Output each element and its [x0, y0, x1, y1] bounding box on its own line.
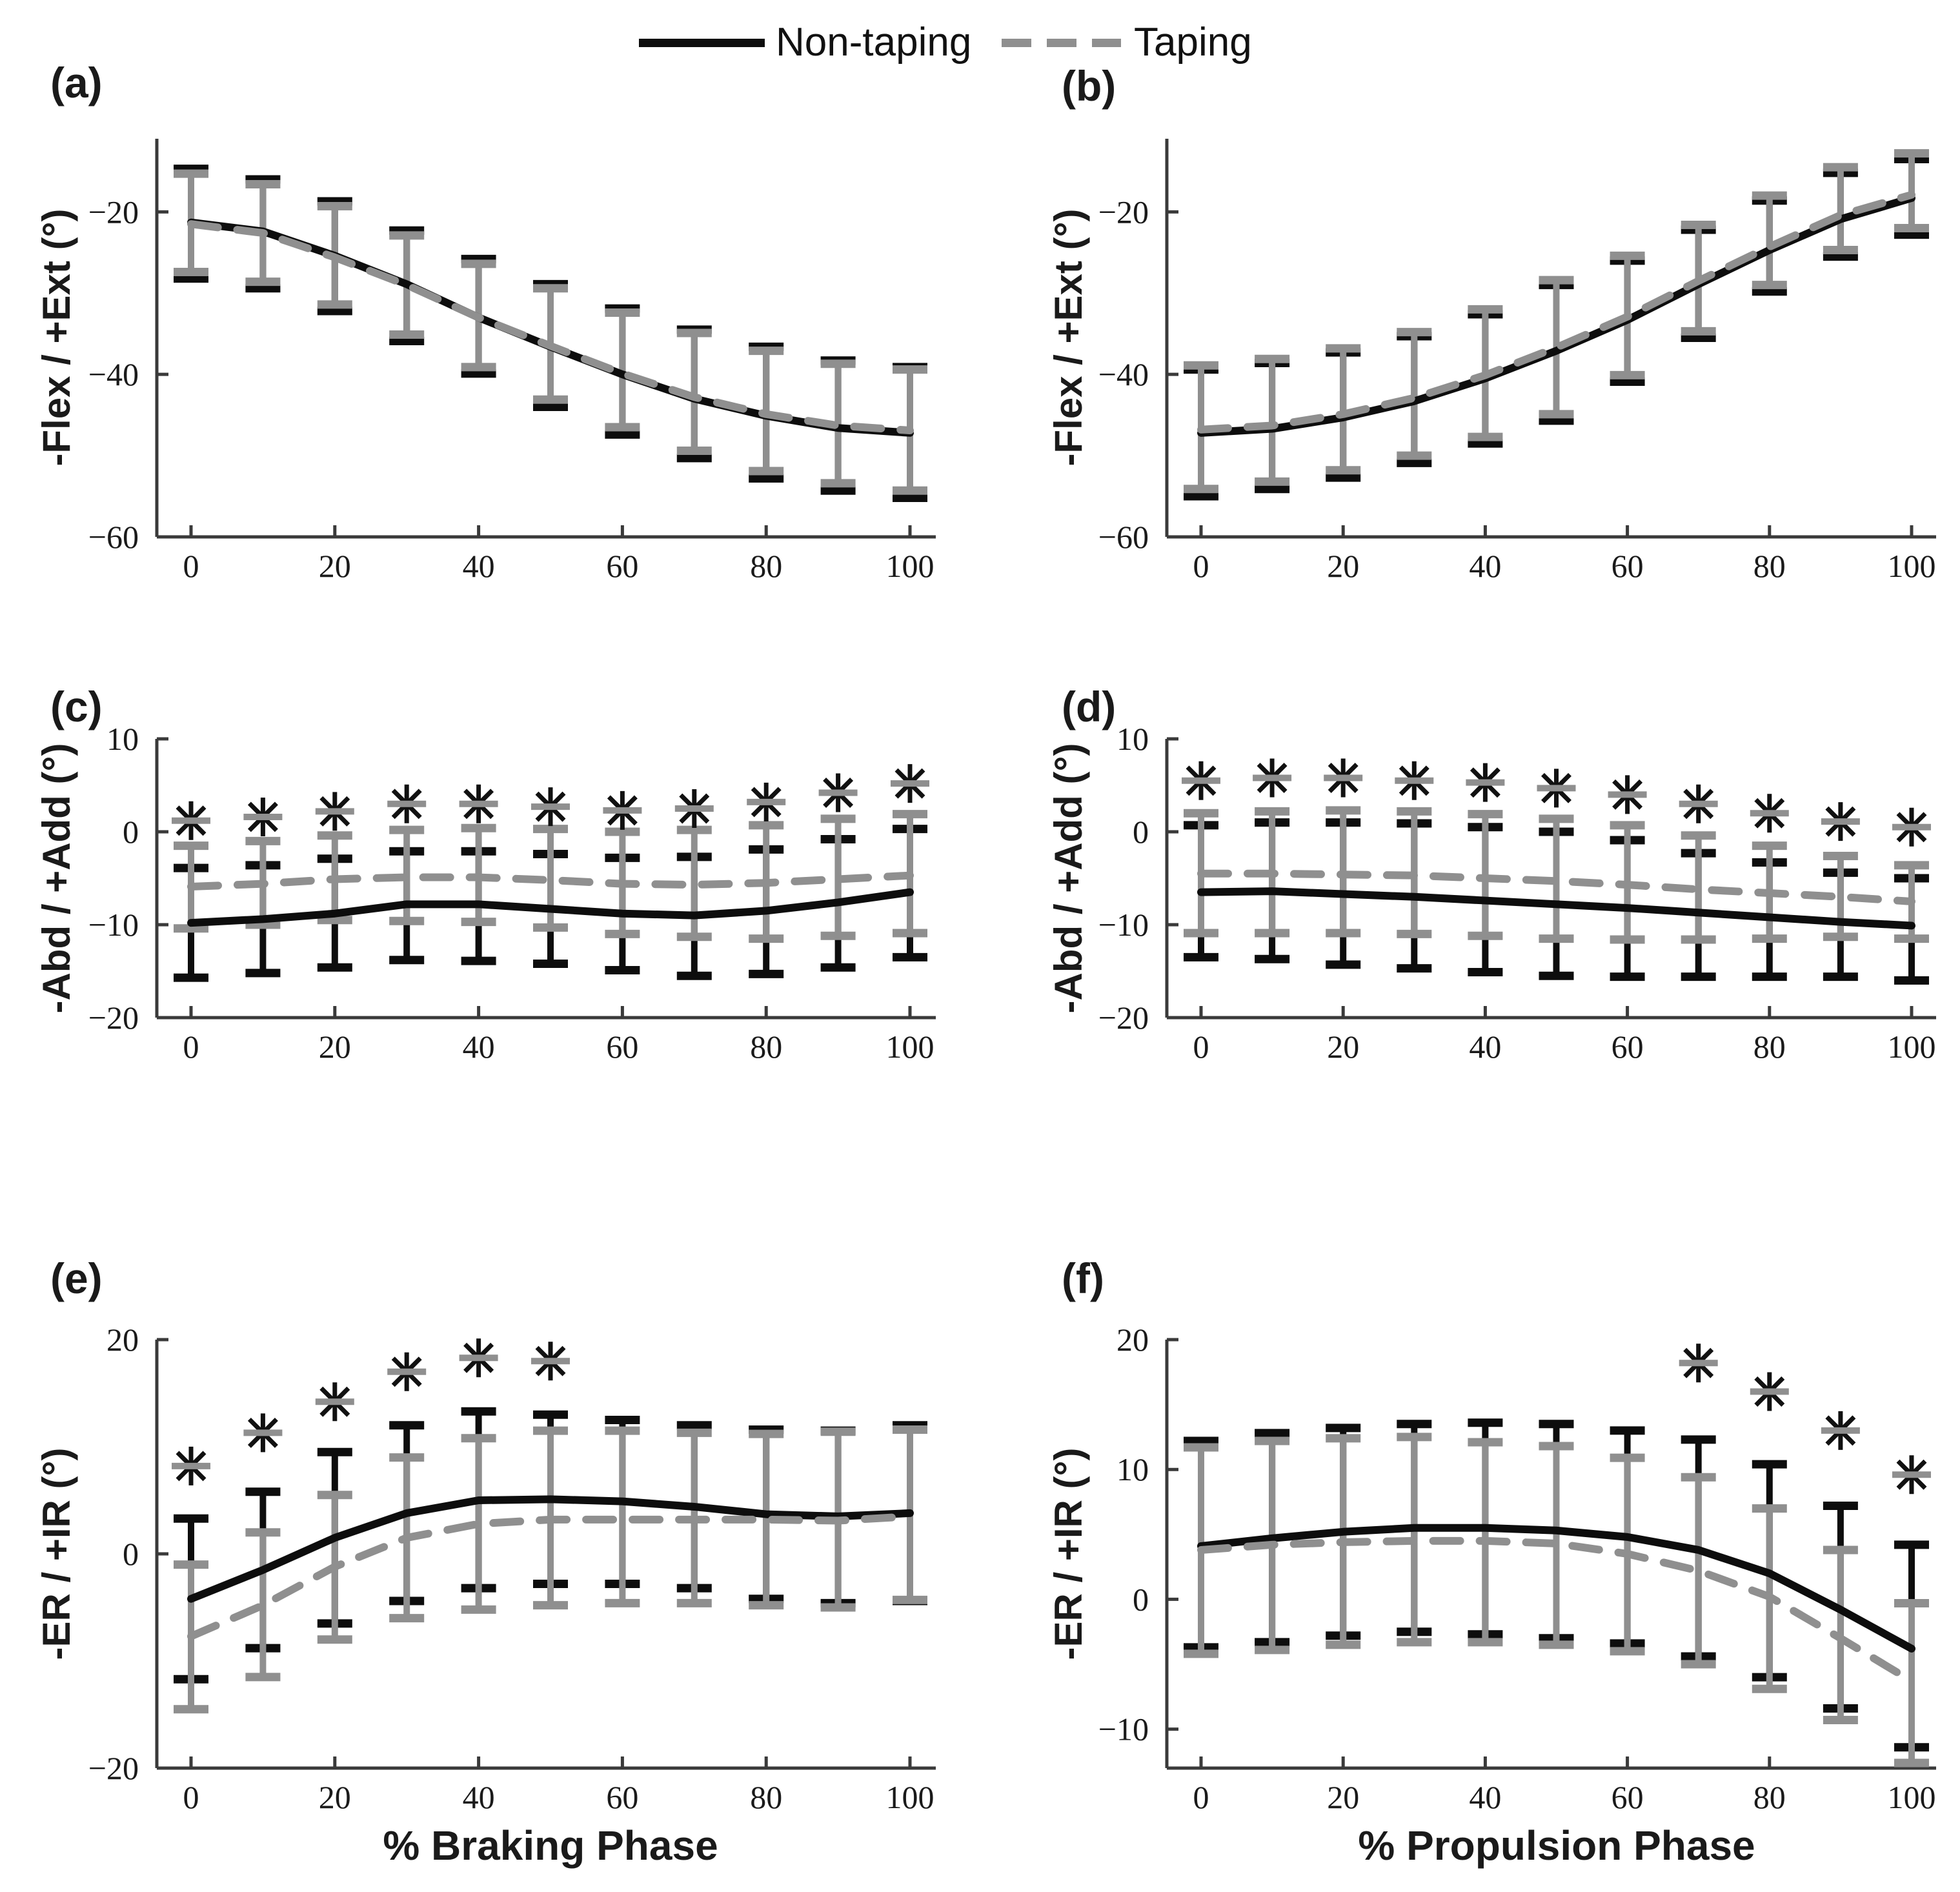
panel-letter-e: (e)	[50, 1254, 103, 1302]
svg-text:−40: −40	[1098, 356, 1149, 392]
svg-text:40: 40	[463, 1029, 495, 1065]
svg-text:0: 0	[1133, 814, 1149, 850]
ylabel-d: -Abd / +Add (°)	[1047, 743, 1090, 1014]
panel-letter-a: (a)	[50, 59, 103, 106]
svg-text:100: 100	[1888, 1029, 1936, 1065]
svg-text:60: 60	[1611, 548, 1644, 584]
legend-label-nontaping: Non-taping	[776, 20, 972, 65]
panel-letter-c: (c)	[50, 683, 103, 730]
svg-text:0: 0	[183, 548, 199, 584]
svg-text:20: 20	[319, 548, 351, 584]
svg-text:100: 100	[886, 1779, 935, 1815]
ylabel-b: -Flex / +Ext (°)	[1047, 208, 1090, 467]
ylabel-f: -ER / +IR (°)	[1047, 1447, 1090, 1660]
svg-text:10: 10	[1116, 721, 1149, 757]
svg-text:20: 20	[106, 1322, 139, 1358]
svg-text:40: 40	[1469, 1779, 1501, 1815]
svg-text:20: 20	[319, 1779, 351, 1815]
svg-text:20: 20	[1116, 1322, 1149, 1358]
svg-text:20: 20	[1327, 548, 1359, 584]
svg-text:80: 80	[750, 548, 782, 584]
legend-line-taping-icon	[1002, 39, 1121, 47]
svg-text:20: 20	[319, 1029, 351, 1065]
panel-letter-f: (f)	[1062, 1254, 1104, 1302]
svg-text:0: 0	[1193, 548, 1209, 584]
svg-text:0: 0	[1193, 1779, 1209, 1815]
ylabel-c: -Abd / +Add (°)	[35, 743, 78, 1014]
svg-text:80: 80	[750, 1029, 782, 1065]
legend-line-nontaping-icon	[639, 39, 765, 47]
svg-text:40: 40	[463, 1779, 495, 1815]
svg-text:0: 0	[123, 814, 139, 850]
svg-text:−10: −10	[1098, 907, 1149, 943]
svg-text:60: 60	[1611, 1029, 1644, 1065]
svg-text:0: 0	[183, 1779, 199, 1815]
ylabel-e: -ER / +IR (°)	[35, 1447, 78, 1660]
svg-text:40: 40	[1469, 1029, 1501, 1065]
svg-text:10: 10	[106, 721, 139, 757]
svg-text:80: 80	[750, 1779, 782, 1815]
svg-text:−20: −20	[1098, 194, 1149, 230]
svg-text:100: 100	[886, 1029, 935, 1065]
svg-text:20: 20	[1327, 1779, 1359, 1815]
svg-text:40: 40	[463, 548, 495, 584]
panel-letter-d: (d)	[1062, 683, 1116, 730]
svg-text:10: 10	[1116, 1451, 1149, 1487]
svg-text:20: 20	[1327, 1029, 1359, 1065]
svg-text:−20: −20	[1098, 1000, 1149, 1036]
svg-text:100: 100	[886, 548, 935, 584]
panel-letter-b: (b)	[1062, 62, 1116, 110]
svg-text:100: 100	[1888, 548, 1936, 584]
svg-text:60: 60	[1611, 1779, 1644, 1815]
xlabel-propulsion: % Propulsion Phase	[1358, 1822, 1755, 1869]
svg-text:40: 40	[1469, 548, 1501, 584]
svg-text:100: 100	[1888, 1779, 1936, 1815]
svg-text:−60: −60	[88, 519, 139, 555]
svg-text:0: 0	[183, 1029, 199, 1065]
svg-text:60: 60	[606, 548, 638, 584]
svg-text:0: 0	[1133, 1581, 1149, 1617]
svg-text:80: 80	[1753, 1779, 1786, 1815]
svg-text:60: 60	[606, 1029, 638, 1065]
svg-text:−40: −40	[88, 356, 139, 392]
ylabel-a: -Flex / +Ext (°)	[35, 208, 78, 467]
svg-text:80: 80	[1753, 1029, 1786, 1065]
svg-text:−20: −20	[88, 1750, 139, 1786]
svg-text:80: 80	[1753, 548, 1786, 584]
svg-text:0: 0	[1193, 1029, 1209, 1065]
svg-text:0: 0	[123, 1536, 139, 1572]
xlabel-braking: % Braking Phase	[383, 1822, 718, 1869]
svg-text:−60: −60	[1098, 519, 1149, 555]
legend-label-taping: Taping	[1134, 20, 1252, 65]
svg-text:−10: −10	[88, 907, 139, 943]
svg-text:−20: −20	[88, 1000, 139, 1036]
svg-text:−20: −20	[88, 194, 139, 230]
svg-text:60: 60	[606, 1779, 638, 1815]
svg-text:−10: −10	[1098, 1711, 1149, 1747]
